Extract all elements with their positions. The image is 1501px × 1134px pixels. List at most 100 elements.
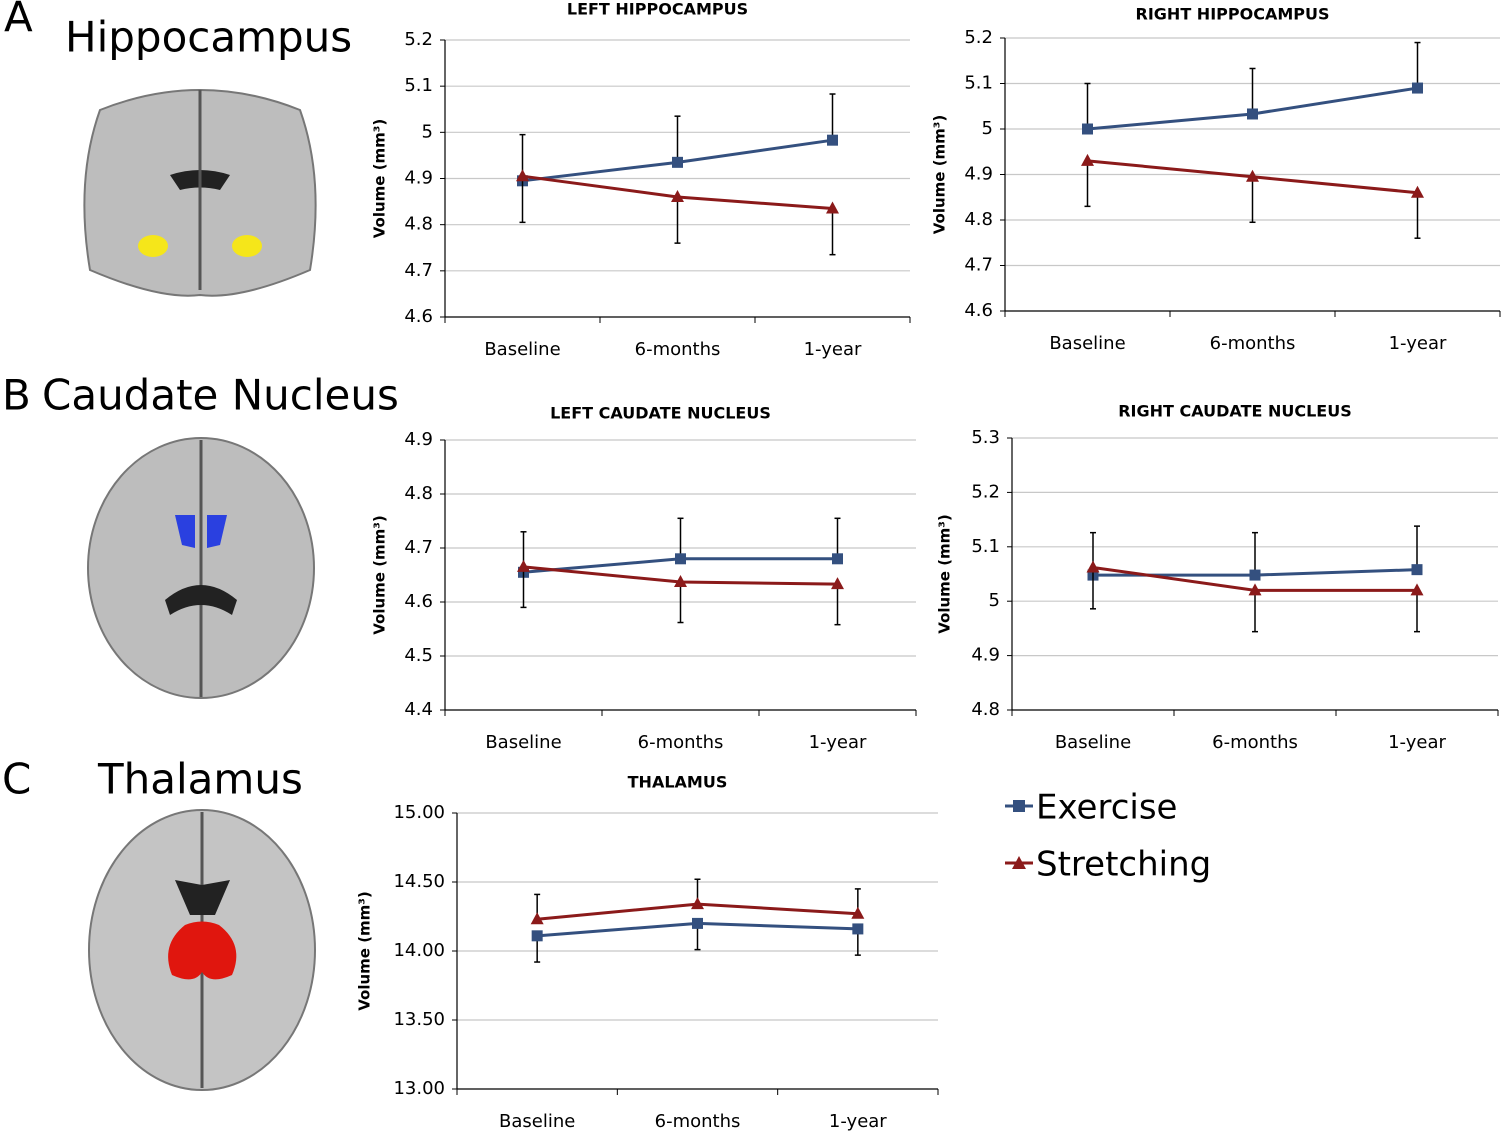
panel-letter: C (2, 755, 31, 804)
x-tick-label: Baseline (1055, 732, 1131, 753)
y-tick-label: 5.1 (964, 73, 993, 94)
error-bar (677, 582, 684, 624)
y-tick-label: 4.9 (971, 645, 1000, 666)
marker (530, 912, 544, 925)
y-tick-label: 4.6 (404, 591, 433, 612)
y-axis-label: Volume (mm³) (356, 891, 374, 1010)
y-tick-label: 4.7 (404, 260, 433, 281)
panel-letter: A (4, 0, 33, 42)
error-bar (520, 566, 527, 609)
y-tick-label: 5.3 (971, 427, 1000, 448)
marker (531, 930, 543, 942)
panel-letter: B (2, 371, 31, 420)
error-bar (1252, 590, 1258, 633)
y-axis-label: Volume (mm³) (931, 115, 949, 234)
y-tick-label: 4.9 (404, 429, 433, 450)
y-tick-label: 15.00 (393, 802, 445, 823)
error-bar (1414, 41, 1421, 89)
y-tick-label: 4.6 (404, 306, 433, 327)
y-tick-label: 14.00 (393, 940, 445, 961)
marker (692, 917, 703, 929)
y-tick-label: 5.1 (971, 536, 1000, 557)
error-bar (1249, 67, 1256, 114)
y-tick-label: 14.50 (393, 871, 445, 892)
chart-title: LEFT HIPPOCAMPUS (567, 0, 748, 19)
x-tick-label: 6-months (1212, 732, 1298, 753)
marker (1249, 569, 1261, 581)
y-tick-label: 13.00 (393, 1078, 445, 1099)
y-tick-label: 5.2 (971, 481, 1000, 502)
marker (831, 577, 844, 590)
y-tick-label: 4.7 (964, 255, 993, 276)
y-axis-label: Volume (mm³) (371, 119, 389, 238)
chart-title: RIGHT HIPPOCAMPUS (1136, 5, 1330, 24)
marker (672, 156, 683, 168)
error-bar (1249, 176, 1256, 224)
y-tick-label: 5.2 (964, 27, 993, 48)
error-bar (829, 93, 836, 141)
chart-title: RIGHT CAUDATE NUCLEUS (1118, 402, 1352, 421)
error-bar (1414, 525, 1420, 570)
panel-title: Thalamus (97, 755, 303, 804)
marker (516, 169, 529, 182)
marker (674, 575, 687, 588)
error-bar (519, 176, 526, 224)
brain-thalamus (88, 809, 316, 1091)
error-bar (829, 208, 836, 256)
y-tick-label: 5 (982, 118, 993, 139)
error-bar (1090, 567, 1096, 610)
marker (852, 923, 864, 935)
x-tick-label: Baseline (485, 732, 561, 753)
y-tick-label: 4.9 (964, 164, 993, 185)
marker (827, 134, 838, 146)
error-bar (677, 517, 684, 559)
y-tick-label: 4.8 (404, 214, 433, 235)
x-tick-label: Baseline (1049, 333, 1125, 354)
x-tick-label: Baseline (499, 1111, 575, 1132)
x-tick-label: 1-year (809, 732, 867, 753)
x-tick-label: 1-year (829, 1111, 887, 1132)
marker (1412, 82, 1423, 94)
error-bar (1414, 590, 1420, 633)
error-bar (674, 115, 681, 163)
y-tick-label: 5 (989, 590, 1000, 611)
x-tick-label: 6-months (1210, 333, 1296, 354)
marker (1247, 108, 1258, 120)
error-bar (1084, 160, 1091, 208)
error-bar (1252, 531, 1258, 576)
x-tick-label: 6-months (635, 339, 721, 360)
y-tick-label: 4.8 (404, 483, 433, 504)
panel-title: Caudate Nucleus (42, 371, 399, 420)
marker (1086, 560, 1100, 573)
y-tick-label: 5.2 (404, 29, 433, 50)
marker (675, 553, 686, 565)
legend: Exercise Stretching (1005, 788, 1211, 885)
y-tick-label: 4.8 (964, 209, 993, 230)
marker (826, 201, 839, 214)
brain-hippocampus (83, 89, 317, 297)
y-tick-label: 4.7 (404, 537, 433, 558)
marker (1410, 583, 1424, 596)
error-bar (1414, 192, 1421, 239)
x-tick-label: Baseline (484, 339, 560, 360)
x-tick-label: 1-year (1388, 732, 1446, 753)
y-axis-label: Volume (mm³) (371, 515, 389, 634)
chart-title: LEFT CAUDATE NUCLEUS (550, 404, 771, 423)
marker (1082, 123, 1093, 135)
panel-title: Hippocampus (65, 13, 352, 62)
legend-label: Stretching (1036, 845, 1211, 885)
y-tick-label: 4.4 (404, 699, 433, 720)
x-tick-label: 1-year (1389, 333, 1447, 354)
y-tick-label: 13.50 (393, 1009, 445, 1030)
marker (851, 906, 865, 919)
y-tick-label: 4.5 (404, 645, 433, 666)
brain-caudate (87, 437, 315, 699)
error-bar (674, 196, 681, 244)
marker (1081, 153, 1094, 166)
x-tick-label: 1-year (804, 339, 862, 360)
marker (691, 897, 704, 910)
y-tick-label: 5.1 (404, 75, 433, 96)
y-tick-label: 5 (422, 121, 433, 142)
chart-title: THALAMUS (628, 773, 728, 792)
